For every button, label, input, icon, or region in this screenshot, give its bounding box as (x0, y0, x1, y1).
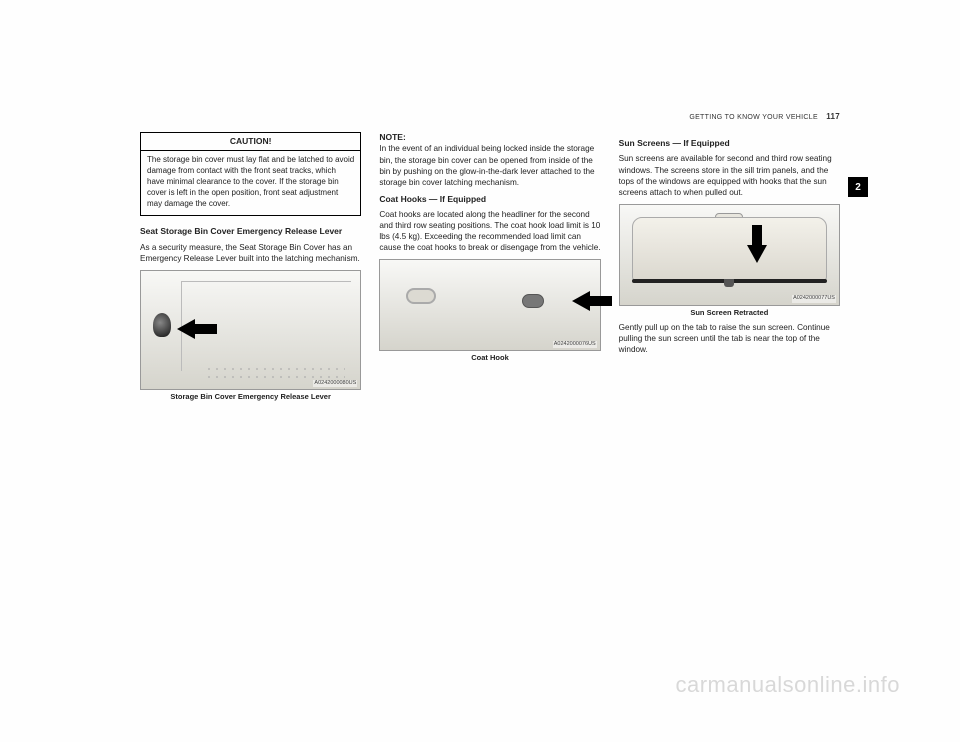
window-outline (632, 217, 827, 281)
figure-caption-b: Coat Hook (379, 353, 600, 363)
column-3: Sun Screens — If Equipped Sun screens ar… (619, 132, 840, 406)
figure-sun-screen: A0242000077US (619, 204, 840, 306)
chapter-number: 2 (855, 182, 861, 193)
manual-page: GETTING TO KNOW YOUR VEHICLE 117 2 CAUTI… (140, 112, 840, 582)
column-1: CAUTION! The storage bin cover must lay … (140, 132, 361, 406)
watermark: carmanualsonline.info (675, 672, 900, 698)
figure-caption-c: Sun Screen Retracted (619, 308, 840, 318)
note-label: NOTE: (379, 132, 405, 142)
page-header: GETTING TO KNOW YOUR VEHICLE 117 (689, 112, 840, 121)
arrow-left-icon (177, 319, 195, 339)
pull-tab-icon (724, 279, 734, 287)
note-body: In the event of an individual being lock… (379, 144, 594, 186)
figure-id-c: A0242000077US (792, 295, 836, 302)
section-title: GETTING TO KNOW YOUR VEHICLE (689, 114, 818, 121)
caution-label: CAUTION! (141, 133, 360, 151)
coat-hook-icon (522, 294, 544, 308)
caution-box: CAUTION! The storage bin cover must lay … (140, 132, 361, 216)
figure-id-a: A0242000080US (313, 380, 357, 387)
grab-handle-icon (406, 288, 436, 304)
figure-release-lever: A0242000080US (140, 270, 361, 390)
heading-coat-hooks: Coat Hooks — If Equipped (379, 194, 600, 205)
para-sun-screens-2: Gently pull up on the tab to raise the s… (619, 322, 840, 355)
note-block: NOTE: In the event of an individual bein… (379, 132, 600, 188)
para-release-lever: As a security measure, the Seat Storage … (140, 242, 361, 264)
column-2: NOTE: In the event of an individual bein… (379, 132, 600, 406)
para-sun-screens-1: Sun screens are available for second and… (619, 153, 840, 197)
figure-coat-hook: A0242000076US (379, 259, 600, 351)
arrow-left-icon (572, 291, 590, 311)
page-number: 117 (826, 112, 840, 121)
heading-release-lever: Seat Storage Bin Cover Emergency Release… (140, 226, 361, 237)
caution-body: The storage bin cover must lay flat and … (141, 151, 360, 215)
para-coat-hooks: Coat hooks are located along the headlin… (379, 209, 600, 253)
lever-icon (153, 313, 171, 337)
figure-caption-a: Storage Bin Cover Emergency Release Leve… (140, 392, 361, 402)
figure-id-b: A0242000076US (553, 341, 597, 348)
content-columns: CAUTION! The storage bin cover must lay … (140, 132, 840, 406)
chapter-tab: 2 (848, 177, 868, 197)
arrow-down-icon (747, 245, 767, 263)
heading-sun-screens: Sun Screens — If Equipped (619, 138, 840, 149)
